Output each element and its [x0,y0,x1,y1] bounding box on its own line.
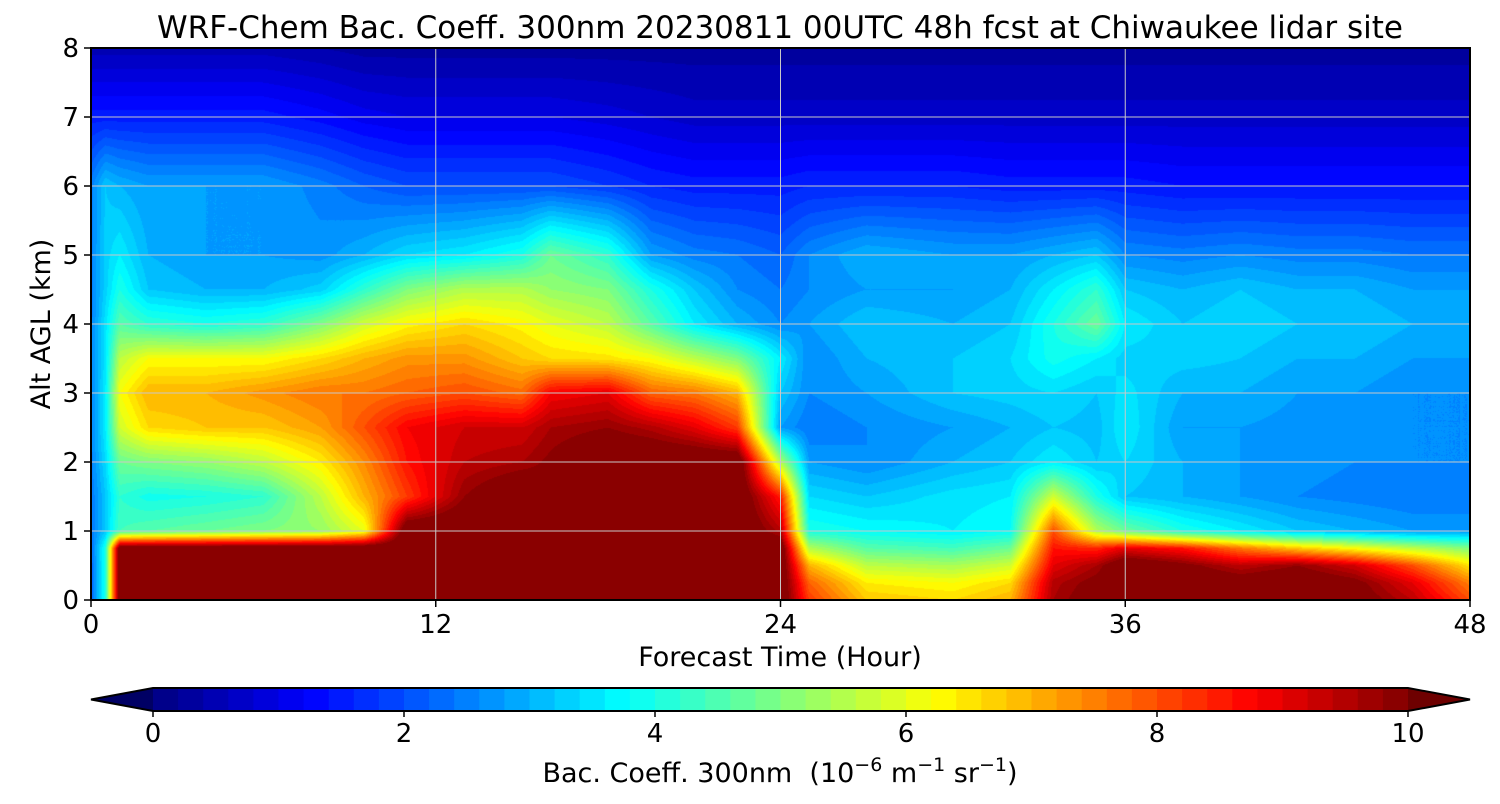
colorbar-label-exp2: −1 [917,754,945,776]
colorbar-segment [1357,688,1384,711]
colorbar-segment [1031,688,1058,711]
y-tick-label: 8 [62,34,79,64]
colorbar-segment [278,688,305,711]
colorbar-extend-high [1408,688,1470,711]
colorbar-label-suffix: ) [1007,758,1018,789]
colorbar-segment [504,688,531,711]
colorbar-segment [830,688,857,711]
colorbar-segment [680,688,706,711]
colorbar-segment [1332,688,1359,711]
colorbar-label-exp3: −1 [979,754,1007,776]
colorbar-tick-label: 6 [898,719,915,749]
colorbar-axis: 0 2 4 6 8 10 [145,711,1425,749]
colorbar-segment [1382,688,1409,711]
colorbar-segment [1106,688,1133,711]
colorbar-segment [880,688,907,711]
colorbar-segment [1182,688,1208,711]
y-tick-label: 0 [62,586,79,616]
colorbar-segment [1081,688,1108,711]
colorbar-segment [228,688,254,711]
y-axis: 0 1 2 3 4 5 6 7 8 [62,34,91,616]
y-tick-label: 5 [62,241,79,271]
colorbar-segment [153,688,179,711]
colorbar-segment [906,688,932,711]
colorbar-segment [1257,688,1284,711]
colorbar-label-mid1: m [882,758,917,789]
colorbar-segment [705,688,731,711]
colorbar-segment [1207,688,1233,711]
colorbar-segment [956,688,982,711]
colorbar-segment [328,688,355,711]
x-axis: 0 12 24 36 48 [83,600,1487,640]
colorbar-segment [755,688,782,711]
colorbar-segment [1131,688,1158,711]
y-tick-label: 6 [62,172,79,202]
colorbar-segment [353,688,380,711]
colorbar-segment [981,688,1007,711]
colorbar-label: Bac. Coeff. 300nm (10−6 m−1 sr−1) [542,754,1017,789]
colorbar-segment [1232,688,1258,711]
colorbar-segment [931,688,957,711]
colorbar [90,687,1471,712]
colorbar-segment [554,688,581,711]
colorbar-segment [378,688,405,711]
colorbar-label-units-prefix: (10 [809,758,854,789]
colorbar-label-main: Bac. Coeff. 300nm [542,758,792,789]
colorbar-segment [454,688,480,711]
x-axis-label: Forecast Time (Hour) [638,642,922,673]
x-tick-label: 48 [1453,610,1486,640]
colorbar-tick-label: 2 [396,719,413,749]
y-tick-label: 3 [62,379,79,409]
colorbar-tick-label: 10 [1391,719,1424,749]
y-tick-label: 4 [62,310,79,340]
colorbar-segment [579,688,606,711]
colorbar-segment [655,688,681,711]
x-tick-label: 24 [764,610,797,640]
y-tick-label: 7 [62,103,79,133]
colorbar-segment [1282,688,1309,711]
chart-title: WRF-Chem Bac. Coeff. 300nm 20230811 00UT… [157,10,1403,46]
colorbar-segment [604,688,631,711]
colorbar-segment [529,688,556,711]
colorbar-label-exp1: −6 [854,754,882,776]
colorbar-segment [1157,688,1183,711]
colorbar-tick-label: 4 [647,719,664,749]
colorbar-segment [780,688,807,711]
y-tick-label: 1 [62,517,79,547]
colorbar-segment [730,688,756,711]
colorbar-segment [479,688,505,711]
colorbar-segment [1056,688,1083,711]
colorbar-segment [203,688,229,711]
y-axis-label: Alt AGL (km) [26,239,57,410]
x-tick-label: 36 [1109,610,1142,640]
grid-lines [91,48,1470,600]
y-tick-label: 2 [62,448,79,478]
x-tick-label: 12 [419,610,452,640]
colorbar-tick-label: 0 [145,719,162,749]
colorbar-tick-label: 8 [1149,719,1166,749]
colorbar-segment [404,688,430,711]
colorbar-segment [855,688,882,711]
colorbar-extend-low [91,688,153,711]
colorbar-segment [1006,688,1033,711]
colorbar-segment [629,688,656,711]
x-tick-label: 0 [83,610,100,640]
colorbar-segment [178,688,204,711]
colorbar-segment [1307,688,1334,711]
colorbar-segment [805,688,832,711]
colorbar-segment [253,688,280,711]
colorbar-segment [429,688,455,711]
colorbar-label-mid2: sr [945,758,980,789]
colorbar-segment [303,688,330,711]
